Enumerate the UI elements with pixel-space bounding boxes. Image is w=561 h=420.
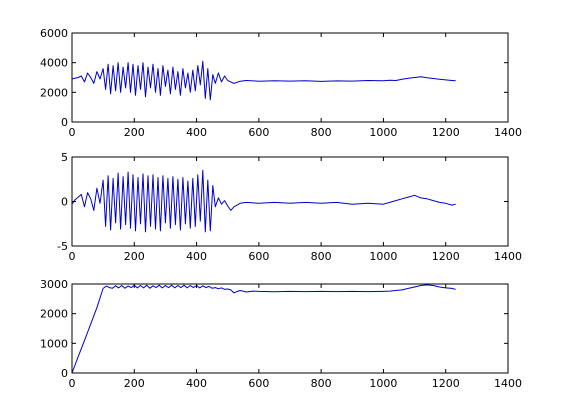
subplot-middle: 0 200 400 600 800 1000 1200 1400-505 [57, 151, 522, 263]
x-tick-label: 400 [186, 377, 207, 390]
x-tick-label: 400 [186, 126, 207, 139]
x-tick-label: 1400 [494, 126, 522, 139]
y-tick-label: 5 [61, 151, 68, 164]
x-tick-label: 800 [311, 377, 332, 390]
x-tick-label: 1200 [432, 377, 460, 390]
series-line-top-0 [71, 60, 456, 101]
x-tick-label: 400 [186, 250, 207, 263]
y-tick-label: 0 [61, 196, 68, 209]
y-tick-label: 2000 [40, 86, 68, 99]
x-tick-label: 200 [124, 377, 145, 390]
series-line-middle-0 [71, 169, 456, 233]
y-tick-label: 4000 [40, 57, 68, 70]
x-tick-label: 1000 [369, 126, 397, 139]
x-tick-label: 0 [69, 126, 76, 139]
x-tick-label: 1400 [494, 377, 522, 390]
x-tick-label: 200 [124, 126, 145, 139]
x-tick-label: 200 [124, 250, 145, 263]
subplot-top: 0 200 400 600 800 1000 1200 1400 0 2000 4000 6000 [40, 27, 522, 139]
series-line-bottom-0 [71, 284, 456, 374]
y-tick-label: 1000 [40, 337, 68, 350]
x-tick-label: 1000 [369, 377, 397, 390]
x-tick-label: 0 [69, 377, 76, 390]
subplot-bottom: 0 200 400 600 800 1000 1200 1400 0 1000 2000 3000 [40, 278, 522, 390]
plot-area-bottom [71, 283, 509, 374]
x-tick-label: 1200 [432, 126, 460, 139]
y-tick-label: 6000 [40, 27, 68, 40]
x-tick-label: 600 [248, 250, 269, 263]
y-tick-label: 3000 [40, 278, 68, 291]
x-tick-label: 600 [248, 377, 269, 390]
x-tick-label: 0 [69, 250, 76, 263]
y-tick-label: 0 [61, 367, 68, 380]
x-tick-label: 1400 [494, 250, 522, 263]
plot-area-middle [71, 156, 509, 247]
x-tick-label: 800 [311, 126, 332, 139]
plot-area-top [71, 32, 509, 123]
x-tick-label: 1200 [432, 250, 460, 263]
y-tick-label: 2000 [40, 308, 68, 321]
x-tick-label: 800 [311, 250, 332, 263]
x-tick-label: 1000 [369, 250, 397, 263]
y-tick-label: -5 [57, 240, 68, 253]
y-tick-label: 0 [61, 116, 68, 129]
x-tick-label: 600 [248, 126, 269, 139]
